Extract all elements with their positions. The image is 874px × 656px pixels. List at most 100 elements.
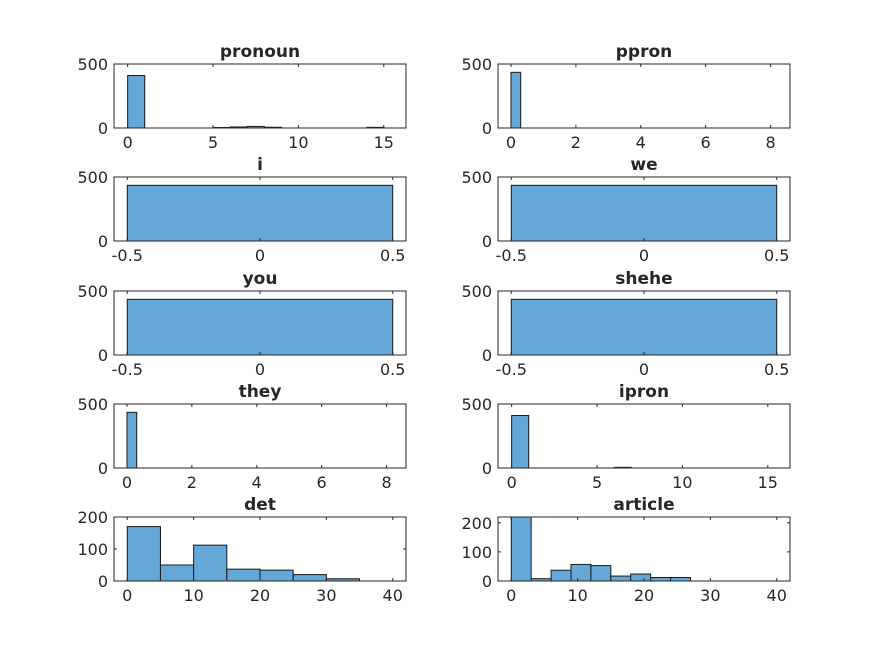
y-tick-label: 500	[77, 395, 108, 414]
axes-box-pronoun	[113, 63, 407, 129]
y-tick-label: 500	[461, 55, 492, 74]
subplot-title: shehe	[615, 269, 672, 289]
x-tick-label: 5	[208, 133, 218, 152]
y-tick-label: 200	[77, 508, 108, 527]
x-tick-label: 0	[639, 360, 649, 379]
x-tick-label: 10	[183, 586, 203, 605]
bar-i-0	[126, 184, 394, 242]
x-tick-label: 0	[255, 246, 265, 265]
x-tick-label: 6	[317, 473, 327, 492]
x-tick-label: 30	[316, 586, 336, 605]
y-tick-label: 0	[482, 459, 492, 478]
bar-det-2	[193, 544, 228, 582]
x-tick-label: 0	[507, 473, 517, 492]
bar-article-8	[670, 577, 691, 582]
subplot-title: det	[244, 495, 276, 515]
x-tick-label: 0	[122, 473, 132, 492]
subplot-title: i	[257, 155, 263, 175]
x-tick-label: 0.5	[764, 246, 789, 265]
x-tick-label: 15	[758, 473, 778, 492]
x-tick-label: -0.5	[112, 360, 143, 379]
bar-article-2	[550, 569, 572, 582]
bar-det-0	[126, 526, 161, 582]
y-tick-label: 100	[77, 540, 108, 559]
y-tick-label: 0	[482, 232, 492, 251]
subplot-title: ppron	[616, 42, 673, 62]
bar-they-0	[126, 411, 138, 469]
y-tick-label: 500	[461, 168, 492, 187]
subplot-title: they	[239, 382, 282, 402]
x-tick-label: 4	[636, 133, 646, 152]
x-tick-label: 8	[381, 473, 391, 492]
bar-you-0	[126, 298, 394, 356]
bar-det-3	[226, 568, 261, 582]
subplot-article: 0 10 20 30 40 0 100 200 article	[461, 495, 791, 605]
bar-article-3	[570, 563, 592, 582]
x-tick-label: 15	[374, 133, 394, 152]
subplot-det: 0 10 20 30 40 0 100 200 det	[77, 495, 407, 605]
y-tick-label: 500	[77, 168, 108, 187]
y-tick-label: 0	[98, 232, 108, 251]
bar-det-4	[259, 569, 294, 582]
bar-article-0	[510, 516, 532, 582]
x-tick-label: 0	[255, 360, 265, 379]
x-tick-label: 0	[123, 133, 133, 152]
y-tick-label: 500	[77, 55, 108, 74]
y-tick-label: 500	[77, 282, 108, 301]
x-tick-label: 40	[767, 586, 787, 605]
subplot-ipron: 0 5 10 15 0 500 ipron	[461, 382, 791, 492]
axes-box-article	[497, 516, 791, 582]
y-tick-label: 0	[98, 459, 108, 478]
bar-article-6	[630, 573, 652, 582]
y-tick-label: 0	[482, 346, 492, 365]
x-tick-label: 5	[592, 473, 602, 492]
subplot-ppron: 0 2 4 6 8 0 500 ppron	[461, 42, 791, 152]
x-tick-label: 0.5	[764, 360, 789, 379]
y-tick-label: 200	[461, 514, 492, 533]
x-tick-label: 2	[571, 133, 581, 152]
bar-article-5	[610, 575, 632, 582]
axes-box-ppron	[497, 63, 791, 129]
x-tick-label: -0.5	[496, 246, 527, 265]
subplot-title: you	[243, 269, 278, 289]
subplot-title: we	[630, 155, 657, 175]
x-tick-label: 4	[252, 473, 262, 492]
x-tick-label: -0.5	[496, 360, 527, 379]
axes-box-they	[113, 403, 407, 469]
bar-we-0	[510, 184, 778, 242]
y-tick-label: 0	[482, 119, 492, 138]
y-tick-label: 500	[461, 395, 492, 414]
subplot-title: ipron	[619, 382, 669, 402]
x-tick-label: 8	[765, 133, 775, 152]
x-tick-label: 0.5	[380, 246, 405, 265]
x-tick-label: 0	[639, 246, 649, 265]
bar-ipron-0	[511, 415, 530, 469]
x-tick-label: 0	[506, 586, 516, 605]
y-tick-label: 0	[98, 572, 108, 591]
axes-box-ipron	[497, 403, 791, 469]
x-tick-label: 10	[672, 473, 692, 492]
x-tick-label: 40	[383, 586, 403, 605]
x-tick-label: 10	[288, 133, 308, 152]
bar-ppron-0	[510, 71, 522, 129]
bar-shehe-0	[510, 298, 778, 356]
bar-det-5	[292, 574, 327, 582]
y-tick-label: 0	[482, 572, 492, 591]
y-tick-label: 0	[98, 346, 108, 365]
y-tick-label: 500	[461, 282, 492, 301]
subplot-pronoun: 0 5 10 15 0 500 pronoun	[77, 42, 407, 152]
x-tick-label: 10	[567, 586, 587, 605]
x-tick-label: 30	[700, 586, 720, 605]
y-tick-label: 0	[98, 119, 108, 138]
x-tick-label: 20	[634, 586, 654, 605]
bar-article-7	[650, 577, 672, 582]
x-tick-label: 0	[122, 586, 132, 605]
bar-article-4	[590, 565, 612, 582]
subplot-title: pronoun	[220, 42, 300, 62]
x-tick-label: -0.5	[112, 246, 143, 265]
